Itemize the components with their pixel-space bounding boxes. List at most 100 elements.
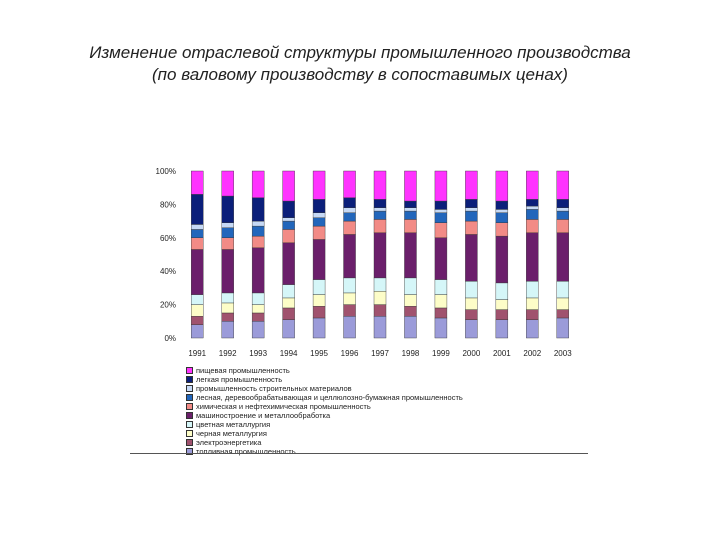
bar-segment [191, 249, 204, 295]
bar-segment [434, 307, 448, 319]
bar-segment [495, 299, 509, 310]
y-tick-label: 80% [160, 200, 176, 209]
bar-segment [251, 170, 265, 198]
bar-segment [434, 200, 448, 210]
bar-segment [221, 321, 234, 339]
bar-segment [556, 281, 569, 299]
bar-segment [312, 317, 326, 339]
bar-segment [343, 170, 356, 198]
bar-segment [343, 277, 356, 294]
bar-segment [404, 210, 417, 220]
bar-segment [495, 319, 509, 339]
bar-segment [526, 297, 539, 310]
legend-label: промышленность строительных материалов [196, 384, 352, 393]
bar-segment [373, 291, 387, 305]
bar-segment [221, 312, 234, 322]
legend-swatch [186, 412, 193, 419]
legend-item: легкая промышленность [186, 375, 586, 384]
bar-segment [434, 294, 448, 309]
title-line-1: Изменение отраслевой структуры промышлен… [89, 43, 631, 62]
x-tick-label: 1993 [249, 349, 267, 358]
bar-segment [373, 277, 387, 292]
legend-swatch [186, 403, 193, 410]
x-tick-label: 1997 [371, 349, 389, 358]
legend-swatch [186, 394, 193, 401]
bar-segment [373, 207, 387, 212]
bar-segment [526, 170, 539, 200]
bar-segment [221, 195, 234, 223]
bar-segment [556, 309, 569, 319]
bar-segment [373, 304, 387, 317]
bar-segment [282, 319, 295, 339]
bar-segment [343, 292, 356, 305]
bar-segment [556, 199, 569, 208]
bar-segment [251, 304, 265, 314]
bar-segment [495, 212, 509, 223]
bar-segment [465, 281, 478, 299]
legend-item: машиностроение и металлообработка [186, 411, 586, 420]
bar-segment [221, 302, 234, 314]
bar-segment [556, 170, 569, 200]
bar-segment [221, 249, 234, 294]
legend-label: легкая промышленность [196, 375, 283, 384]
bar-segment [191, 316, 204, 325]
bar-segment [495, 282, 509, 300]
bar-segment [251, 225, 265, 237]
bar-segment [312, 239, 326, 280]
bar-segment [556, 232, 569, 282]
legend-label: топливная промышленность [196, 447, 296, 456]
bar-segment [343, 220, 356, 235]
bar-segment [282, 200, 295, 218]
bar-segment [434, 170, 448, 202]
x-tick-label: 1995 [310, 349, 328, 358]
slide-title: Изменение отраслевой структуры промышлен… [0, 42, 720, 86]
bar-segment [282, 307, 295, 320]
bar-segment [404, 277, 417, 295]
bar-segment [221, 170, 234, 197]
bottom-rule [130, 453, 588, 454]
bar-segment [404, 207, 417, 212]
legend-label: электроэнергетика [196, 438, 262, 447]
legend-item: пищевая промышленность [186, 366, 586, 375]
y-tick-label: 0% [164, 334, 176, 343]
bar-segment [404, 306, 417, 317]
bar-segment [465, 170, 478, 200]
x-tick-label: 2002 [523, 349, 541, 358]
bar-segment [251, 247, 265, 294]
x-tick-label: 1992 [219, 349, 237, 358]
bar-segment [434, 279, 448, 295]
bar-segment [191, 304, 204, 317]
bar-segment [556, 210, 569, 220]
legend-swatch [186, 376, 193, 383]
bar-segment [312, 279, 326, 295]
bar-segment [434, 222, 448, 239]
x-tick-label: 2000 [462, 349, 480, 358]
x-tick-label: 1994 [280, 349, 298, 358]
legend-item: черная металлургия [186, 429, 586, 438]
bar-segment [343, 207, 356, 213]
legend-swatch [186, 448, 193, 455]
bar-segment [251, 220, 265, 227]
bar-segment [526, 209, 539, 220]
bar-segment [465, 220, 478, 235]
title-line-2: (по валовому производству в сопоставимых… [152, 65, 568, 84]
bar-segment [465, 297, 478, 310]
bar-segment [282, 217, 295, 222]
legend-label: цветная металлургия [196, 420, 271, 429]
bar-segment [373, 316, 387, 339]
bar-segment [221, 227, 234, 238]
bar-segment [556, 219, 569, 233]
y-tick-label: 60% [160, 234, 176, 243]
bar-segment [343, 212, 356, 222]
bar-segment [221, 237, 234, 250]
bar-segment [312, 212, 326, 218]
bar-segment [465, 210, 478, 222]
bar-segment [556, 207, 569, 212]
legend-swatch [186, 385, 193, 392]
legend-item: электроэнергетика [186, 438, 586, 447]
y-tick-label: 100% [156, 167, 176, 176]
bar-segment [495, 235, 509, 284]
bar-segment [465, 234, 478, 282]
bar-segment [221, 222, 234, 228]
